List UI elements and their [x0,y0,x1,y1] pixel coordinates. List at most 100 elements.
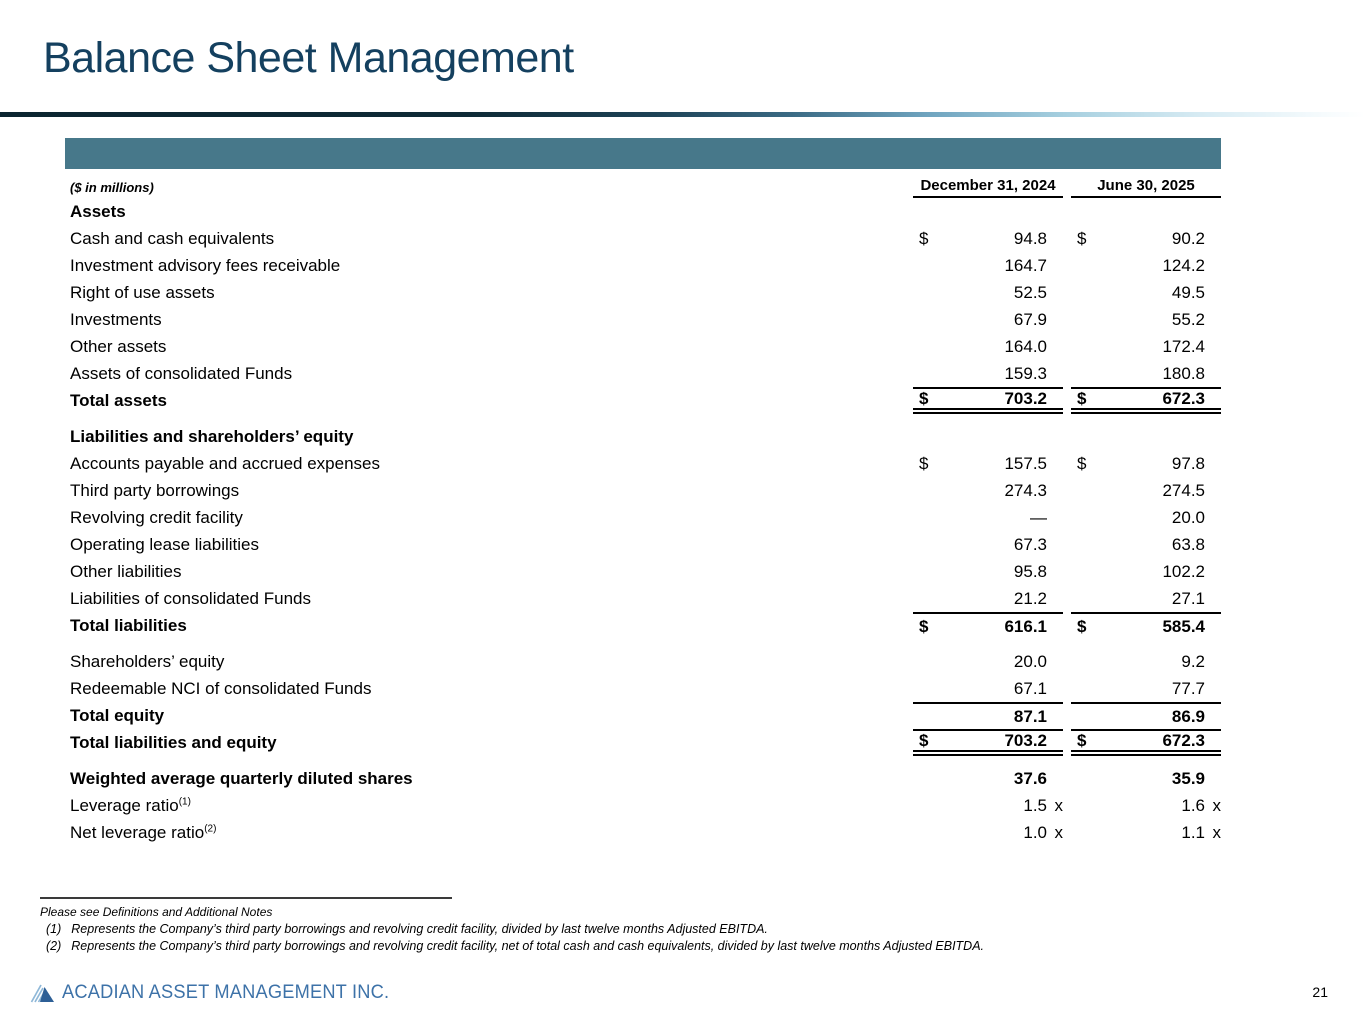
cell-value: 20.0 [1013,651,1047,671]
value-cell: 21.2 [913,585,1063,612]
row-label: Operating lease liabilities [70,534,259,554]
value-cell: $94.8 [913,225,1063,252]
acadian-logo-icon [30,983,55,1003]
value-cell: 180.8 [1071,360,1221,387]
cell-value: 703.2 [1004,388,1047,408]
cell-value: 67.1 [1013,678,1047,698]
footnote-ref: (2) [204,822,217,834]
cell-value: 180.8 [1162,363,1205,383]
cell-value: 52.5 [1013,282,1047,302]
row-label: Net leverage ratio(2) [70,822,217,842]
row-label: Assets [70,201,126,221]
value-suffix: x [1212,822,1222,842]
cell-value: 97.8 [1171,453,1205,473]
cell-value: 63.8 [1171,534,1205,554]
cell-value: 86.9 [1171,706,1205,726]
table-row: Accounts payable and accrued expenses $15… [70,450,1221,477]
cell-value: 49.5 [1171,282,1205,302]
table-row: Investments 67.9 55.2 [70,306,1221,333]
footnote-number: (2) [46,939,62,953]
footnote-ref: (1) [178,795,191,807]
row-label: Assets of consolidated Funds [70,363,293,383]
footnote-divider [40,897,452,899]
table-row: Right of use assets 52.5 49.5 [70,279,1221,306]
table-header-band [65,138,1221,169]
table-row: Liabilities and shareholders’ equity [70,423,1221,450]
column-header-jun-30-2025: June 30, 2025 [1071,177,1221,198]
table-row: Leverage ratio(1) 1.5 x 1.6 x [70,792,1221,819]
cell-value: 95.8 [1013,561,1047,581]
table-row: Total liabilities and equity $703.2 $672.3 [70,729,1221,756]
cell-value: 77.7 [1171,678,1205,698]
value-cell: 164.0 [913,333,1063,360]
table-row: Weighted average quarterly diluted share… [70,765,1221,792]
value-cell [913,198,1063,225]
cell-value: 124.2 [1162,255,1205,275]
table-row: Assets [70,198,1221,225]
value-cell: 274.5 [1071,477,1221,504]
cell-value: 20.0 [1171,507,1205,527]
value-cell: $157.5 [913,450,1063,477]
balance-sheet-table: ($ in millions) December 31, 2024 June 3… [70,172,1221,846]
row-label: Liabilities of consolidated Funds [70,588,311,608]
value-cell: 1.5 x [913,792,1063,819]
value-cell: $585.4 [1071,612,1221,639]
value-cell: 172.4 [1071,333,1221,360]
table-row: Cash and cash equivalents $94.8 $90.2 [70,225,1221,252]
table-row: Other liabilities 95.8 102.2 [70,558,1221,585]
row-label: Investment advisory fees receivable [70,255,341,275]
cell-value: 37.6 [1013,768,1047,788]
table-row: Revolving credit facility — 20.0 [70,504,1221,531]
value-cell: 67.3 [913,531,1063,558]
page-title: Balance Sheet Management [43,34,574,82]
cell-value: 67.3 [1013,534,1047,554]
value-cell [1071,198,1221,225]
footnote-item: (2) Represents the Company’s third party … [40,939,1160,953]
value-cell: 49.5 [1071,279,1221,306]
row-label: Leverage ratio(1) [70,795,191,815]
cell-value: 164.0 [1004,336,1047,356]
value-cell: 274.3 [913,477,1063,504]
table-row: Liabilities of consolidated Funds 21.2 27.… [70,585,1221,612]
currency-symbol: $ [1077,730,1087,750]
cell-value: 87.1 [1013,706,1047,726]
page-number: 21 [1312,984,1328,1000]
value-cell: $90.2 [1071,225,1221,252]
value-cell: 159.3 [913,360,1063,387]
table-row: Other assets 164.0 172.4 [70,333,1221,360]
cell-value: 67.9 [1013,309,1047,329]
value-cell: $703.2 [913,387,1063,414]
footnote-text: Represents the Company’s third party bor… [71,939,985,953]
currency-symbol: $ [919,453,929,473]
cell-value: 703.2 [1004,730,1047,750]
row-label: Other liabilities [70,561,182,581]
title-divider [0,112,1365,117]
footer: ACADIAN ASSET MANAGEMENT INC. [30,982,403,1004]
value-cell: 55.2 [1071,306,1221,333]
footnote-number: (1) [46,922,62,936]
currency-symbol: $ [1077,616,1087,636]
row-label: Right of use assets [70,282,215,302]
value-cell: $703.2 [913,729,1063,756]
cell-value: 1.6 [1181,795,1205,815]
cell-value: 274.3 [1004,480,1047,500]
value-cell: 20.0 [1071,504,1221,531]
table-body: Assets Cash and cash equivalents $94.8 $90.… [70,198,1221,846]
value-suffix: x [1054,795,1064,815]
cell-value: 616.1 [1004,616,1047,636]
value-cell: 27.1 [1071,585,1221,612]
table-row: Redeemable NCI of consolidated Funds 67.1… [70,675,1221,702]
value-cell: $672.3 [1071,387,1221,414]
company-name: ACADIAN ASSET MANAGEMENT INC. [62,982,390,1003]
value-cell: 102.2 [1071,558,1221,585]
cell-value: 55.2 [1171,309,1205,329]
value-cell: 77.7 [1071,675,1221,702]
cell-value: 1.5 [1023,795,1047,815]
value-cell: — [913,504,1063,531]
currency-symbol: $ [1077,453,1087,473]
currency-symbol: $ [1077,228,1087,248]
row-label: Total assets [70,390,168,410]
footnote-text: Represents the Company’s third party bor… [71,922,768,936]
cell-value: 90.2 [1171,228,1205,248]
